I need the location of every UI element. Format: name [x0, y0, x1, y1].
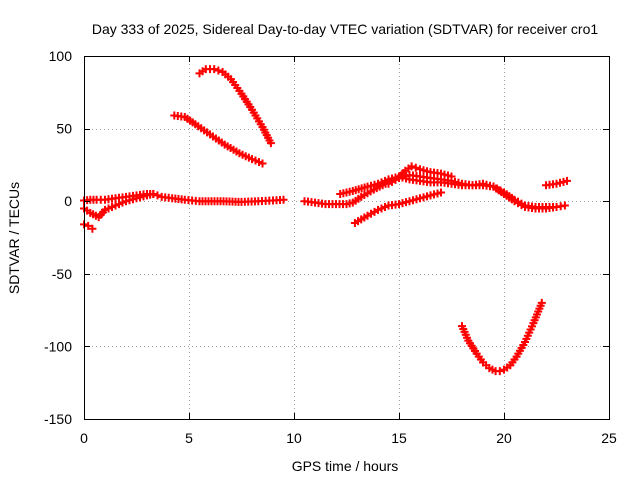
- x-tick-label: 25: [601, 430, 617, 446]
- y-tick-label: -150: [44, 411, 72, 427]
- series-s9: [350, 188, 445, 227]
- data-point: [495, 367, 504, 376]
- y-tick-label: -50: [52, 266, 72, 282]
- data-point-marker: [214, 66, 223, 75]
- x-tick-label: 0: [80, 430, 88, 446]
- series-s8: [384, 162, 456, 188]
- axis-ticks: [84, 56, 610, 420]
- data-point: [149, 189, 158, 198]
- chart-grid: [84, 56, 609, 419]
- series-s7: [336, 172, 561, 213]
- data-point-marker: [411, 163, 420, 172]
- data-point: [407, 162, 416, 171]
- x-tick-label: 10: [286, 430, 302, 446]
- data-point: [552, 203, 561, 212]
- data-point: [447, 172, 456, 181]
- series-s11: [542, 176, 571, 190]
- y-tick-label: 0: [64, 193, 72, 209]
- x-tick-label: 15: [391, 430, 407, 446]
- data-point: [84, 221, 93, 230]
- series-s10: [458, 298, 546, 376]
- data-point: [437, 188, 445, 197]
- data-point: [279, 195, 288, 204]
- x-axis-label: GPS time / hours: [292, 458, 399, 474]
- series-s5: [195, 65, 275, 148]
- chart-title: Day 333 of 2025, Sidereal Day-to-day VTE…: [92, 21, 598, 37]
- x-tick-label: 5: [185, 430, 193, 446]
- series-s4: [170, 111, 267, 168]
- y-tick-label: 50: [56, 121, 72, 137]
- y-axis-label: SDTVAR / TECUs: [6, 182, 22, 294]
- x-tick-labels: 0 5 10 15 20 25: [80, 430, 617, 446]
- plot-frame: [84, 56, 610, 420]
- data-point: [88, 224, 97, 233]
- x-tick-label: 20: [496, 430, 512, 446]
- data-point: [563, 176, 571, 185]
- data-point: [210, 65, 219, 74]
- data-point: [266, 139, 275, 148]
- data-point: [537, 298, 546, 307]
- y-tick-label: 100: [49, 48, 73, 64]
- data-point-marker: [153, 191, 162, 200]
- data-point: [258, 159, 267, 168]
- data-point: [560, 201, 569, 210]
- y-tick-labels: -150 -100 -50 0 50 100: [44, 48, 72, 427]
- data-series: [80, 65, 571, 376]
- y-tick-label: -100: [44, 338, 72, 354]
